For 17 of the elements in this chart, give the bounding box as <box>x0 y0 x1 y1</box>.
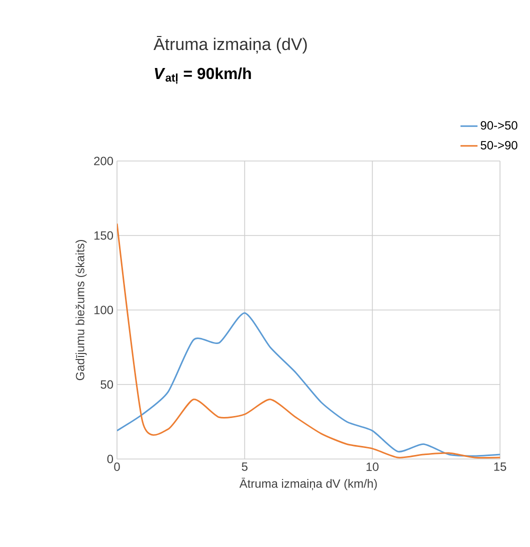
line-series <box>117 312 500 457</box>
x-tick-label: 0 <box>114 462 120 471</box>
y-tick-label: 50 <box>100 380 114 389</box>
x-tick-label: 10 <box>366 462 379 471</box>
legend-label: 50->90 <box>480 141 518 150</box>
y-axis-title: Gadījumu biežums (skaits) <box>76 240 87 380</box>
y-tick-label: 200 <box>94 156 114 166</box>
y-tick-label: 150 <box>94 231 114 240</box>
x-axis-title: Ātruma izmaiņa dV (km/h) <box>239 478 377 490</box>
chart-subtitle: V$_{atļ}$ = 90km/h <box>154 67 251 84</box>
y-tick-label: 0 <box>107 454 114 464</box>
x-tick-label: 15 <box>494 462 506 471</box>
legend-label: 90->50 <box>480 121 518 130</box>
chart-title: Ātruma izmaiņa (dV) <box>154 36 307 54</box>
y-tick-label: 100 <box>94 306 114 314</box>
line-series <box>117 222 500 458</box>
x-tick-label: 5 <box>242 462 248 471</box>
